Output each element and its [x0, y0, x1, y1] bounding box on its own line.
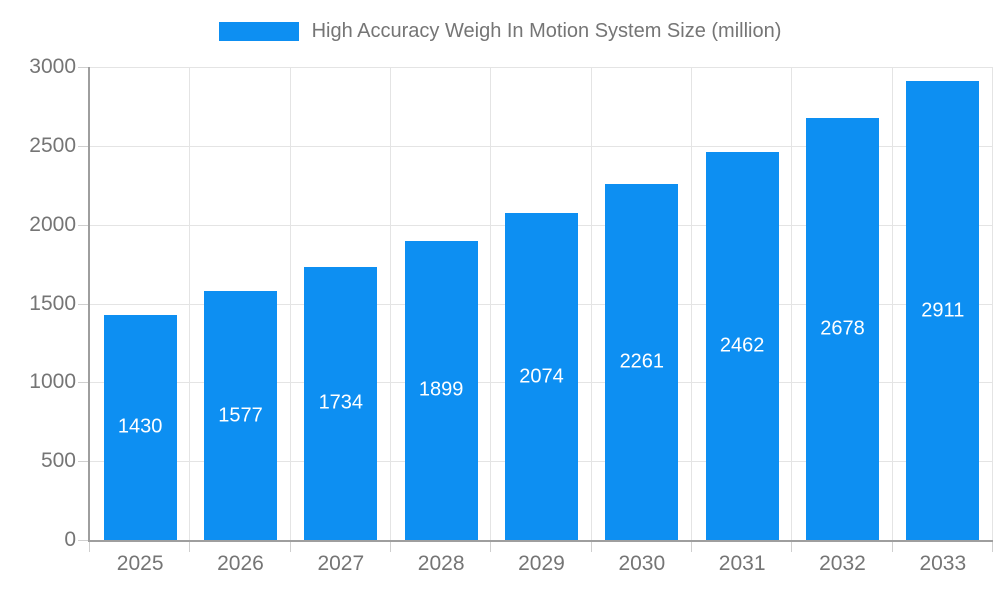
- bar-value-label: 1577: [218, 404, 263, 427]
- y-tick-label: 2500: [29, 133, 76, 157]
- y-tick-mark: [78, 67, 88, 68]
- v-gridline: [590, 67, 592, 540]
- legend-label: High Accuracy Weigh In Motion System Siz…: [311, 20, 782, 42]
- bar: 1734: [304, 266, 378, 540]
- v-gridline: [690, 67, 692, 540]
- bar-value-label: 2261: [619, 350, 665, 373]
- bar-value-label: 1734: [318, 391, 364, 414]
- y-tick-label: 3000: [29, 55, 76, 78]
- x-tick-label: 2031: [718, 552, 766, 575]
- x-tick-mark: [590, 542, 592, 552]
- y-tick-mark: [78, 461, 88, 463]
- plot-area: 1430 1577 1734 1899 2074 2261 2462 2678 2911: [78, 67, 993, 552]
- y-tick-label: 1500: [29, 291, 76, 315]
- chart-legend: High Accuracy Weigh In Motion System Siz…: [0, 20, 1000, 43]
- x-tick-label: 2025: [116, 552, 164, 575]
- bar: 1577: [203, 291, 278, 540]
- v-gridline: [189, 67, 191, 540]
- y-tick-mark: [78, 382, 88, 384]
- y-tick-label: 2000: [29, 212, 76, 236]
- y-tick-mark: [78, 224, 88, 226]
- bar-value-label: 2678: [820, 317, 865, 340]
- x-axis-labels: 2025 2026 2027 2028 2029 2030 2031 2032 2033: [90, 552, 993, 586]
- v-gridline: [389, 67, 391, 540]
- x-tick-label: 2029: [518, 552, 565, 575]
- bar-value-label: 2911: [921, 299, 965, 322]
- bar-value-label: 1430: [117, 415, 163, 438]
- bar: 2678: [805, 117, 880, 540]
- y-tick-mark: [78, 540, 88, 541]
- x-tick-label: 2028: [417, 552, 465, 575]
- y-tick-label: 1000: [29, 370, 76, 394]
- x-tick-mark: [992, 542, 993, 552]
- x-tick-label: 2033: [919, 552, 967, 575]
- v-gridline: [289, 67, 291, 540]
- y-tick-label: 0: [64, 528, 76, 551]
- y-axis-labels: 0 500 1000 1500 2000 2500 3000: [0, 55, 76, 551]
- v-gridline: [791, 67, 793, 540]
- x-tick-mark: [89, 542, 90, 552]
- x-tick-label: 2026: [217, 552, 264, 575]
- x-tick-label: 2030: [618, 552, 666, 575]
- v-gridline: [490, 67, 492, 540]
- x-tick-mark: [891, 542, 893, 552]
- x-tick-mark: [690, 542, 692, 552]
- x-tick-mark: [791, 542, 793, 552]
- y-tick-mark: [78, 303, 88, 305]
- bar: 2462: [705, 151, 779, 540]
- bar: 2074: [504, 213, 579, 540]
- y-tick-mark: [78, 145, 88, 147]
- v-gridline: [992, 67, 993, 540]
- h-gridline: [90, 67, 993, 68]
- x-tick-label: 2032: [819, 552, 866, 575]
- bar-value-label: 1899: [418, 378, 464, 401]
- v-gridline: [891, 67, 893, 540]
- x-tick-mark: [189, 542, 191, 552]
- x-tick-mark: [289, 542, 291, 552]
- bar: 2261: [605, 183, 679, 540]
- bar-value-label: 2074: [519, 365, 564, 387]
- x-tick-label: 2027: [317, 552, 365, 575]
- bar: 2911: [906, 81, 980, 540]
- legend-swatch-icon: [218, 22, 299, 41]
- x-tick-mark: [490, 542, 492, 552]
- y-tick-label: 500: [40, 449, 76, 473]
- bar-value-label: 2462: [719, 334, 765, 357]
- bar: 1430: [103, 314, 177, 540]
- x-tick-mark: [389, 542, 391, 552]
- h-gridline: [90, 145, 993, 147]
- bar: 1899: [404, 240, 478, 540]
